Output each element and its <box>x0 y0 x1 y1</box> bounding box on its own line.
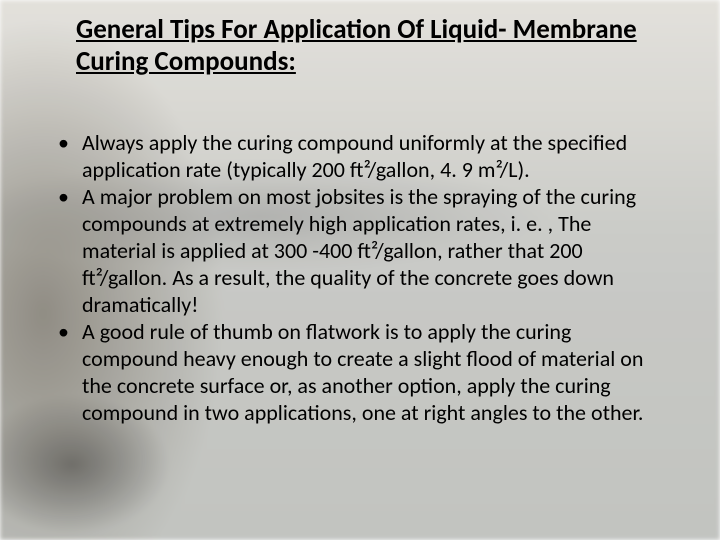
slide-title: General Tips For Application Of Liquid- … <box>68 14 662 79</box>
bullet-item: A good rule of thumb on flatwork is to a… <box>82 318 662 426</box>
slide-content: General Tips For Application Of Liquid- … <box>0 0 720 426</box>
bullet-item: A major problem on most jobsites is the … <box>82 183 662 318</box>
bullet-item: Always apply the curing compound uniform… <box>82 129 662 183</box>
slide: General Tips For Application Of Liquid- … <box>0 0 720 540</box>
bullet-list: Always apply the curing compound uniform… <box>58 129 662 427</box>
